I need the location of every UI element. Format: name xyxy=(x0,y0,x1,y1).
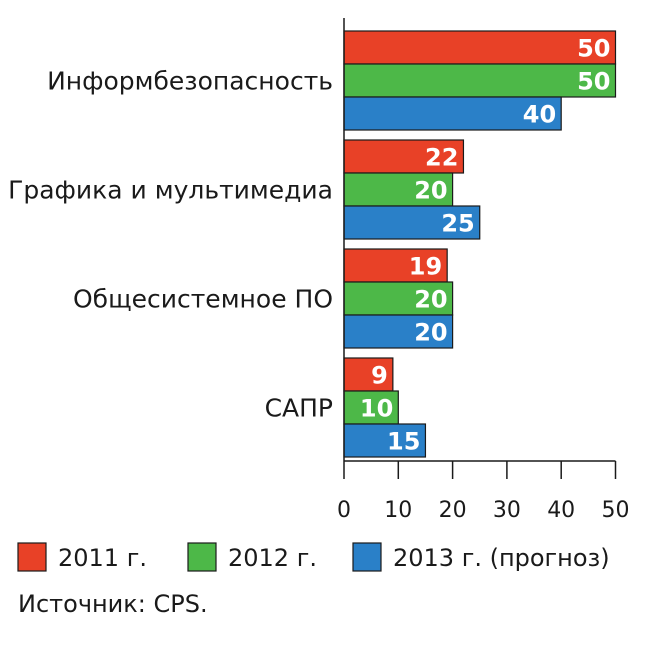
legend-swatch xyxy=(352,542,382,572)
legend: 2011 г. 2012 г. 2013 г. (прогноз) xyxy=(17,542,610,572)
bar-value-label: 9 xyxy=(371,362,388,390)
x-tick-label: 10 xyxy=(384,498,412,523)
category-labels-group: Информбезопасность Графика и мультимедиа О… xyxy=(8,67,333,423)
bar xyxy=(343,30,617,65)
bar-value-label: 20 xyxy=(414,286,447,314)
bar-labels-group: 50 50 40 22 20 25 19 20 20 9 10 15 xyxy=(360,35,611,456)
bar-value-label: 22 xyxy=(425,144,458,172)
x-tick-label: 40 xyxy=(547,498,575,523)
bar-value-label: 20 xyxy=(414,319,447,347)
bar-value-label: 50 xyxy=(577,68,610,96)
legend-label: 2011 г. xyxy=(58,544,147,572)
bar xyxy=(343,139,465,174)
bar-value-label: 20 xyxy=(414,177,447,205)
legend-label: 2013 г. (прогноз) xyxy=(393,544,610,572)
bar xyxy=(343,423,427,458)
bar-value-label: 15 xyxy=(387,428,420,456)
bars-group xyxy=(343,30,617,458)
x-axis: 0 10 20 30 40 50 xyxy=(337,18,630,523)
x-tick-label: 50 xyxy=(602,498,630,523)
x-tick-label: 0 xyxy=(337,498,351,523)
legend-label: 2012 г. xyxy=(228,544,317,572)
bar xyxy=(343,96,562,131)
bar xyxy=(343,314,454,349)
bar-value-label: 50 xyxy=(577,35,610,63)
legend-swatch xyxy=(17,542,47,572)
bar xyxy=(343,63,617,98)
bar-value-label: 19 xyxy=(409,253,442,281)
category-label: Информбезопасность xyxy=(47,67,333,96)
x-tick-label: 30 xyxy=(493,498,521,523)
source-note: Источник: CPS. xyxy=(18,590,208,618)
category-label: Графика и мультимедиа xyxy=(8,176,333,205)
legend-swatch xyxy=(187,542,217,572)
bar-value-label: 25 xyxy=(441,210,474,238)
bar xyxy=(343,205,481,240)
x-tick-label: 20 xyxy=(439,498,467,523)
category-label: САПР xyxy=(265,394,333,423)
bar-value-label: 10 xyxy=(360,395,393,423)
bar-value-label: 40 xyxy=(523,101,556,129)
category-label: Общесистемное ПО xyxy=(73,285,333,314)
